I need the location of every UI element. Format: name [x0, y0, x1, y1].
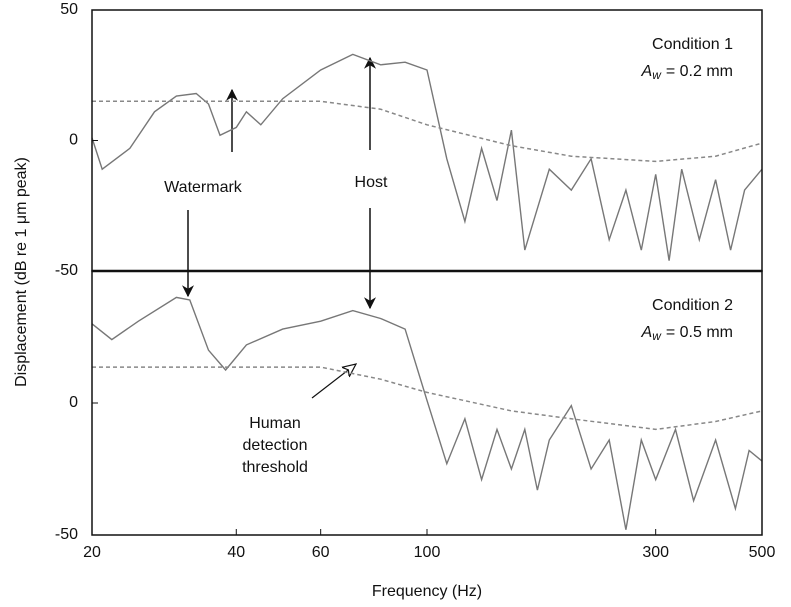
x-tick-label: 20 [83, 544, 101, 561]
y-tick-label: 0 [69, 132, 78, 149]
amplitude-symbol: A [641, 63, 653, 80]
y-tick-label: -50 [55, 262, 78, 279]
x-tick-label: 40 [227, 544, 245, 561]
y-tick-label: 0 [69, 394, 78, 411]
annotations: Watermark Host Human detection threshold [164, 56, 388, 476]
amplitude-text: = 0.2 mm [666, 63, 733, 80]
amplitude-subscript: w [652, 329, 662, 343]
amplitude-label: Aw = 0.2 mm [641, 63, 733, 82]
y-axis-label: Displacement (dB re 1 μm peak) [13, 157, 30, 387]
amplitude-symbol: A [641, 324, 653, 341]
data-line [91, 53, 763, 261]
condition-label: Condition 2 [652, 297, 733, 314]
x-tick-label: 60 [312, 544, 330, 561]
annotation: Host [355, 174, 388, 191]
data-line [92, 100, 763, 163]
arrow [311, 364, 356, 399]
amplitude-label: Aw = 0.5 mm [641, 324, 733, 343]
annotation: detection [243, 437, 308, 454]
amplitude-text: = 0.5 mm [666, 324, 733, 341]
x-tick-label: 300 [642, 544, 669, 561]
amplitude-subscript: w [652, 68, 662, 82]
data-line [92, 366, 763, 431]
x-axis-label: Frequency (Hz) [372, 583, 482, 600]
annotation: threshold [242, 459, 308, 476]
y-tick-label: -50 [55, 526, 78, 543]
data-line [91, 296, 763, 530]
y-tick-label: 50 [60, 1, 78, 18]
x-tick-label: 100 [414, 544, 441, 561]
annotation: Watermark [164, 179, 243, 196]
condition-label: Condition 1 [652, 36, 733, 53]
x-tick-label: 500 [749, 544, 776, 561]
annotation: Human [249, 415, 301, 432]
